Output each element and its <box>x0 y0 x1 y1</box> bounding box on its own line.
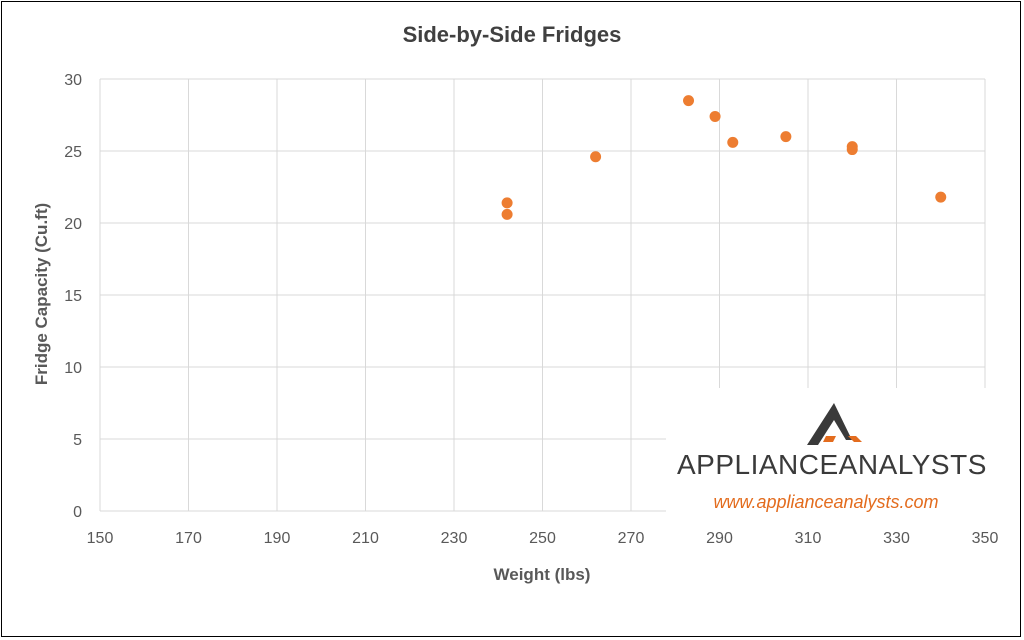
y-tick-label: 30 <box>64 72 82 89</box>
x-tick-label: 310 <box>795 530 822 547</box>
mountain-logo-icon <box>807 403 862 445</box>
x-tick-labels: 150 170 190 210 230 250 270 290 310 330 350 <box>87 530 999 547</box>
data-point <box>683 95 695 107</box>
x-tick-label: 250 <box>529 530 556 547</box>
x-tick-label: 290 <box>706 530 733 547</box>
data-point <box>935 191 947 203</box>
data-point <box>709 110 721 122</box>
data-point <box>590 151 602 163</box>
data-point <box>727 136 739 148</box>
brand-name: APPLIANCEANALYSTS <box>677 449 987 480</box>
brand-url: www.applianceanalysts.com <box>713 492 938 512</box>
brand-name-left: APPLIANCE <box>677 449 839 480</box>
watermark: APPLIANCEANALYSTS www.applianceanalysts.… <box>666 388 994 516</box>
y-tick-label: 20 <box>64 216 82 233</box>
x-tick-label: 170 <box>175 530 202 547</box>
x-tick-label: 210 <box>352 530 379 547</box>
data-point <box>780 131 792 143</box>
x-tick-label: 330 <box>883 530 910 547</box>
y-tick-label: 0 <box>73 504 82 521</box>
chart-title: Side-by-Side Fridges <box>403 22 622 47</box>
x-tick-label: 190 <box>264 530 291 547</box>
y-tick-label: 10 <box>64 360 82 377</box>
y-tick-label: 5 <box>73 432 82 449</box>
data-point <box>501 197 513 209</box>
x-tick-label: 230 <box>441 530 468 547</box>
x-axis-title: Weight (lbs) <box>494 565 591 584</box>
y-axis-title: Fridge Capacity (Cu.ft) <box>32 203 51 385</box>
x-tick-label: 150 <box>87 530 114 547</box>
x-tick-label: 350 <box>972 530 999 547</box>
data-points <box>501 95 947 220</box>
y-tick-label: 15 <box>64 288 82 305</box>
x-tick-label: 270 <box>618 530 645 547</box>
data-point <box>501 208 513 220</box>
data-point <box>846 144 858 156</box>
brand-name-right: ANALYSTS <box>839 449 987 480</box>
y-tick-label: 25 <box>64 144 82 161</box>
y-tick-labels: 0 5 10 15 20 25 30 <box>64 72 82 521</box>
